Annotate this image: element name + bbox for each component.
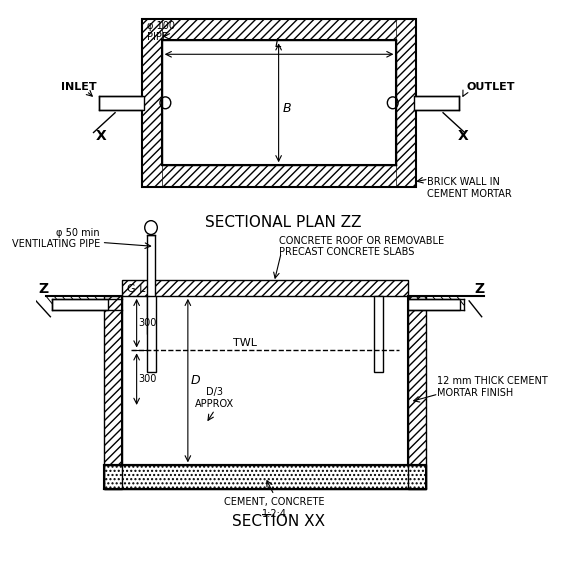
Bar xyxy=(408,296,426,489)
Text: Z: Z xyxy=(38,282,48,296)
Bar xyxy=(142,165,416,187)
Bar xyxy=(105,465,426,489)
Bar xyxy=(142,18,416,40)
Text: OUTLET: OUTLET xyxy=(467,82,515,92)
Bar xyxy=(142,18,416,187)
Bar xyxy=(105,465,426,489)
Text: φ 50 min
VENTILATING PIPE: φ 50 min VENTILATING PIPE xyxy=(11,228,100,249)
Bar xyxy=(122,280,408,296)
Bar xyxy=(147,296,157,372)
Bar xyxy=(105,296,122,489)
Text: Z: Z xyxy=(475,282,485,296)
Text: 300: 300 xyxy=(138,318,157,328)
Text: 12 mm THICK CEMENT
MORTAR FINISH: 12 mm THICK CEMENT MORTAR FINISH xyxy=(437,376,547,398)
Text: TWL: TWL xyxy=(233,339,257,349)
Text: φ 100
PIPE: φ 100 PIPE xyxy=(146,21,175,42)
Text: BRICK WALL IN
CEMENT MORTAR: BRICK WALL IN CEMENT MORTAR xyxy=(427,177,512,198)
Bar xyxy=(105,296,122,489)
Bar xyxy=(408,296,426,489)
Bar xyxy=(122,280,408,296)
Text: X: X xyxy=(458,129,468,143)
Text: CEMENT, CONCRETE
1:2:4: CEMENT, CONCRETE 1:2:4 xyxy=(224,497,324,519)
Bar xyxy=(142,18,162,187)
Text: G L: G L xyxy=(127,284,145,294)
Text: SECTIONAL PLAN ZZ: SECTIONAL PLAN ZZ xyxy=(205,215,362,230)
Bar xyxy=(396,18,416,187)
Bar xyxy=(408,299,460,310)
Text: L: L xyxy=(275,38,282,50)
Text: CONCRETE ROOF OR REMOVABLE
PRECAST CONCRETE SLABS: CONCRETE ROOF OR REMOVABLE PRECAST CONCR… xyxy=(279,235,444,257)
Text: B: B xyxy=(283,102,292,115)
Bar xyxy=(162,40,396,165)
Text: 300: 300 xyxy=(138,374,157,384)
Text: D/3
APPROX: D/3 APPROX xyxy=(195,387,234,409)
Bar xyxy=(52,299,108,310)
Bar xyxy=(147,234,155,334)
Text: X: X xyxy=(95,129,106,143)
Text: D: D xyxy=(190,374,200,387)
Bar xyxy=(99,96,144,110)
Text: INLET: INLET xyxy=(61,82,97,92)
Bar xyxy=(414,96,459,110)
Bar xyxy=(374,296,383,372)
Text: SECTION XX: SECTION XX xyxy=(232,514,325,529)
